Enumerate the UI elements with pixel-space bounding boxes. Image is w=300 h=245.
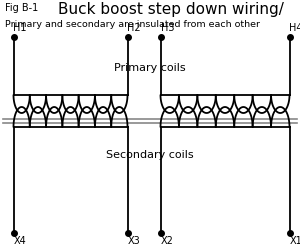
Text: Primary coils: Primary coils — [114, 63, 186, 73]
Text: Primary and secondary are insulated from each other: Primary and secondary are insulated from… — [5, 20, 260, 29]
Text: X3: X3 — [128, 236, 140, 245]
Text: Buck boost step down wiring/: Buck boost step down wiring/ — [58, 2, 284, 17]
Text: X2: X2 — [160, 236, 173, 245]
Text: Fig B-1: Fig B-1 — [5, 3, 38, 13]
Text: H3: H3 — [160, 23, 174, 33]
Text: H1: H1 — [14, 23, 27, 33]
Text: H4: H4 — [290, 23, 300, 33]
Text: X4: X4 — [14, 236, 26, 245]
Text: X1: X1 — [290, 236, 300, 245]
Text: Secondary coils: Secondary coils — [106, 150, 194, 160]
Text: H2: H2 — [128, 23, 141, 33]
